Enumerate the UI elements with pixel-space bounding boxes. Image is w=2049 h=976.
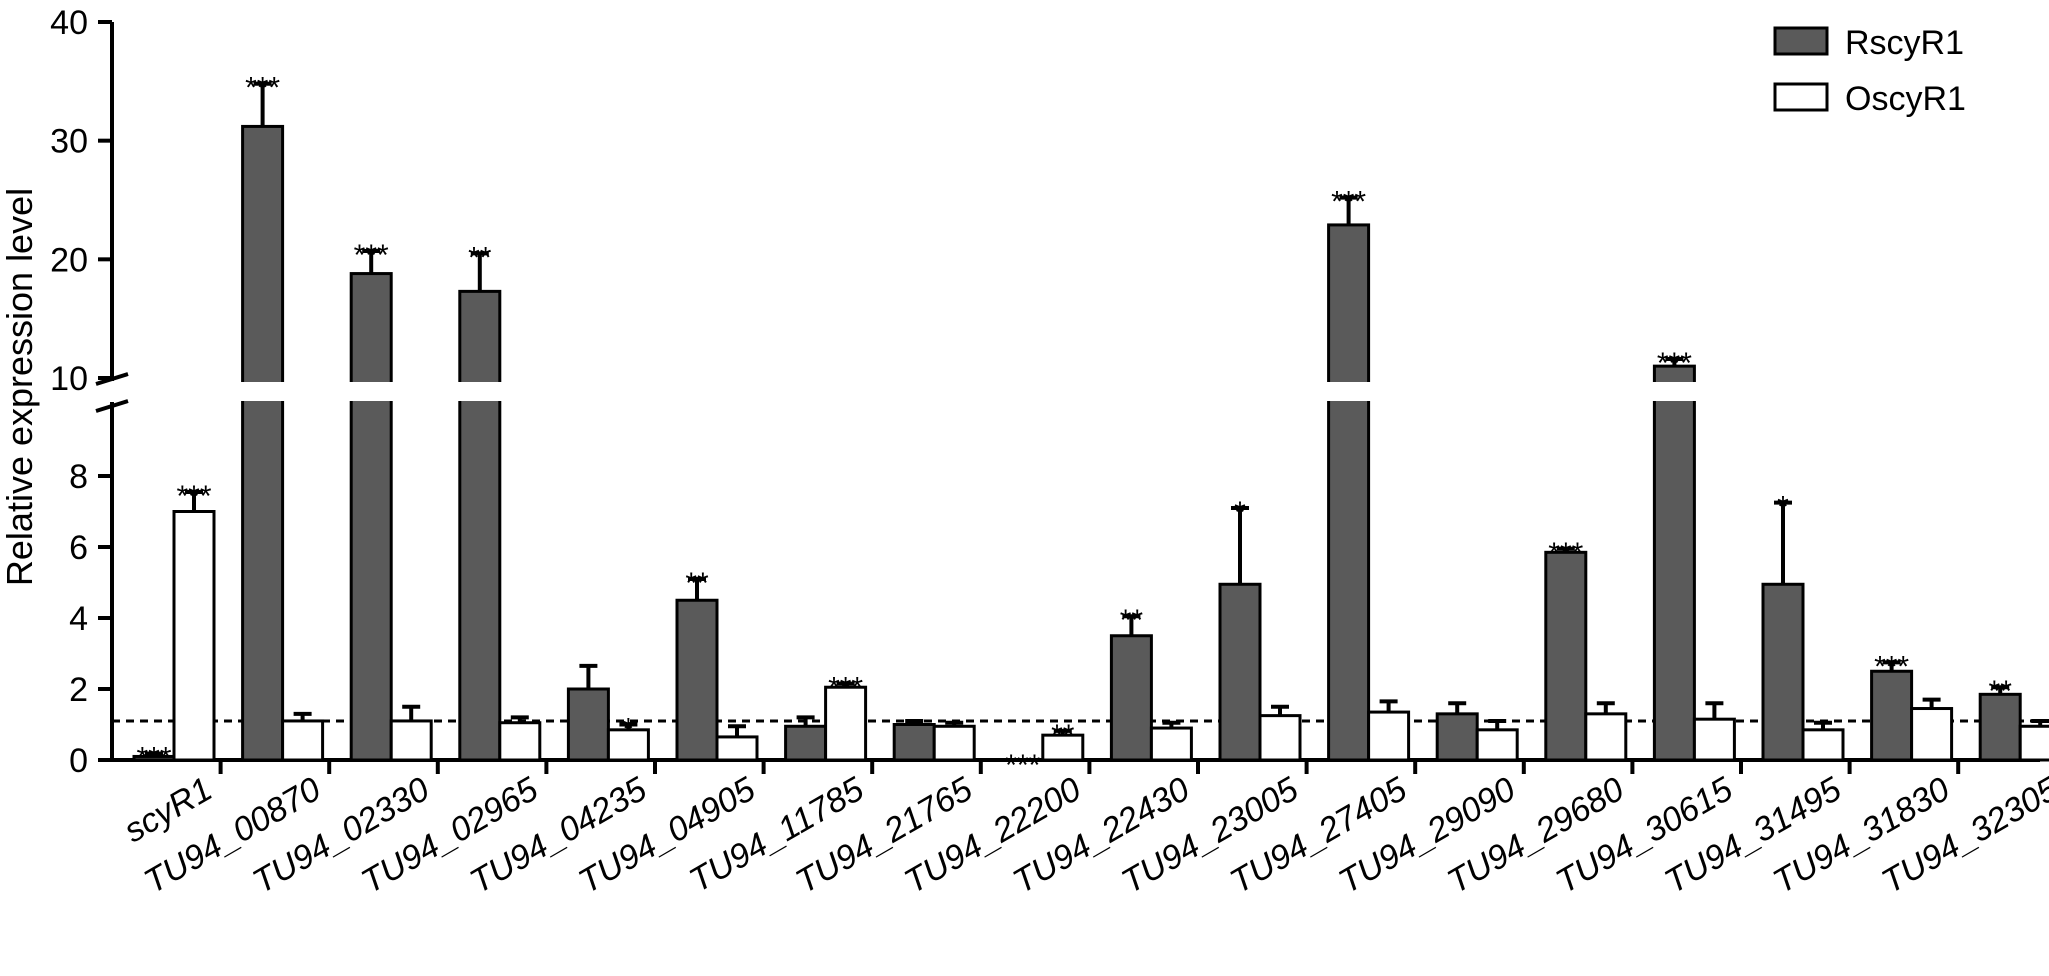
y-tick-label: 40 [50, 4, 88, 42]
bar-oscyr1 [2018, 724, 2049, 762]
significance-labels: ************ ****************************… [136, 72, 2012, 782]
bar-rscyr1 [458, 289, 502, 762]
legend-swatch-rscyr1 [1773, 26, 1829, 56]
y-tick-label: 4 [69, 600, 88, 638]
bar-rscyr1 [1870, 669, 1914, 762]
significance-rscyr1: ** [468, 241, 492, 274]
bar-oscyr1 [715, 735, 759, 762]
bars [132, 124, 2049, 762]
y-tick-label: 8 [69, 458, 88, 496]
category-labels: scyR1TU94_00870TU94_02330TU94_02965TU94_… [118, 770, 2049, 901]
significance-rscyr1: *** [1005, 749, 1040, 782]
bar-rscyr1 [1978, 692, 2022, 762]
bar-rscyr1 [566, 687, 610, 762]
bar-break-gap [1652, 382, 1697, 401]
y-axis-title: Relative expression level [0, 188, 40, 586]
bar-oscyr1 [281, 719, 325, 762]
bar-rscyr1 [1218, 582, 1262, 762]
significance-rscyr1: ** [1989, 675, 2013, 708]
bar-oscyr1 [1149, 726, 1193, 762]
bar-rscyr1 [784, 724, 828, 762]
legend: RscyR1 OscyR1 [1773, 24, 1966, 118]
bar-oscyr1 [1367, 710, 1411, 762]
y-tick-label: 2 [69, 671, 88, 709]
bar-break-gap [349, 382, 394, 401]
bar-break-gap [240, 382, 285, 401]
bar-oscyr1 [1258, 714, 1302, 762]
y-tick-label: 0 [69, 742, 88, 780]
bar-rscyr1 [1109, 634, 1153, 762]
significance-oscyr1: *** [828, 672, 863, 705]
significance-rscyr1: ** [685, 567, 709, 600]
legend-label-oscyr1: OscyR1 [1845, 80, 1966, 118]
bar-rscyr1 [1544, 550, 1588, 762]
significance-rscyr1: *** [1548, 537, 1583, 570]
y-tick-label: 20 [50, 241, 88, 279]
significance-rscyr1: *** [245, 72, 280, 105]
bar-oscyr1 [1584, 712, 1628, 762]
significance-rscyr1: *** [1657, 347, 1692, 380]
significance-rscyr1: ** [1120, 604, 1144, 637]
significance-rscyr1: * [1777, 491, 1789, 524]
significance-oscyr1: * [623, 713, 635, 746]
bar-rscyr1 [1761, 582, 1805, 762]
bar-oscyr1 [1692, 717, 1736, 762]
bar-oscyr1 [389, 719, 433, 762]
bar-oscyr1 [1475, 728, 1519, 762]
bar-oscyr1 [932, 724, 976, 762]
significance-oscyr1: ** [1051, 719, 1075, 752]
bar-rscyr1 [675, 598, 719, 762]
bar-oscyr1 [1801, 728, 1845, 762]
bar-rscyr1 [241, 124, 285, 762]
legend-label-rscyr1: RscyR1 [1845, 24, 1964, 62]
y-tick-label: 10 [50, 360, 88, 398]
error-bars [145, 81, 2049, 757]
legend-swatch-oscyr1 [1773, 82, 1829, 112]
bar-rscyr1 [349, 272, 393, 762]
bar-oscyr1 [498, 721, 542, 762]
bar-rscyr1 [1327, 223, 1371, 762]
y-tick-label: 30 [50, 123, 88, 161]
bar-oscyr1 [1910, 707, 1954, 762]
bar-rscyr1 [892, 723, 936, 762]
significance-rscyr1: *** [136, 742, 171, 775]
significance-rscyr1: *** [354, 239, 389, 272]
significance-oscyr1: *** [176, 480, 211, 513]
bar-break-gap [1326, 382, 1371, 401]
significance-rscyr1: * [1234, 496, 1246, 529]
axis-break-mark [95, 399, 129, 413]
bar-oscyr1 [172, 510, 216, 762]
y-tick-label: 6 [69, 529, 88, 567]
significance-rscyr1: *** [1331, 186, 1366, 219]
significance-rscyr1: *** [1874, 650, 1909, 683]
bar-rscyr1 [1435, 712, 1479, 762]
bar-rscyr1 [1652, 364, 1696, 762]
bar-break-gap [457, 382, 502, 401]
